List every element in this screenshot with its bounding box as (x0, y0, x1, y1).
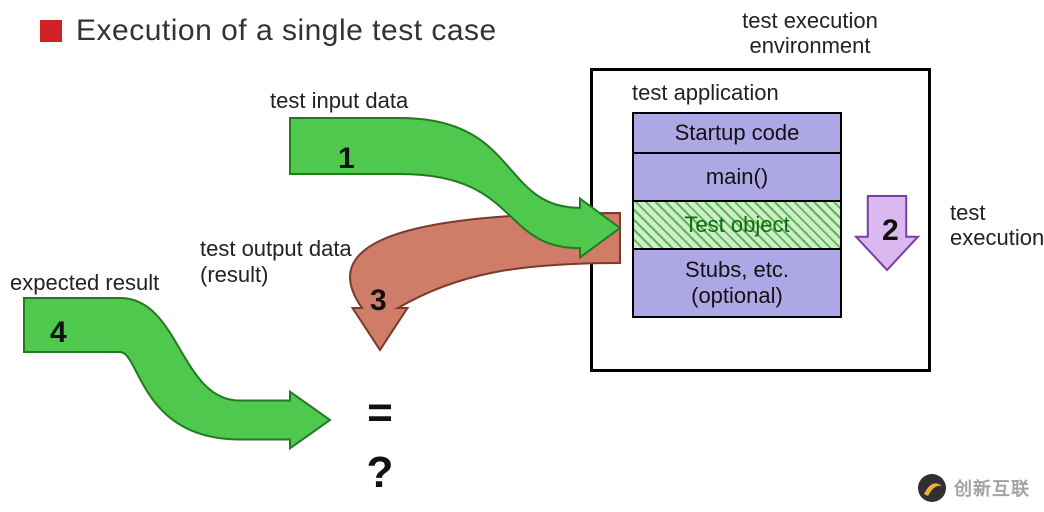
watermark: 创新互联 (918, 474, 1030, 502)
exec-arrow-number: 2 (882, 214, 899, 248)
watermark-icon (918, 474, 946, 502)
exec-arrow (0, 0, 1044, 512)
diagram-stage: { "title": "Execution of a single test c… (0, 0, 1044, 512)
output-arrow-number: 3 (370, 284, 387, 318)
expected-arrow-number: 4 (50, 316, 67, 350)
question-symbol: ? (350, 448, 410, 498)
equals-symbol: = (350, 388, 410, 438)
watermark-text: 创新互联 (954, 475, 1030, 501)
input-arrow-number: 1 (338, 142, 355, 176)
